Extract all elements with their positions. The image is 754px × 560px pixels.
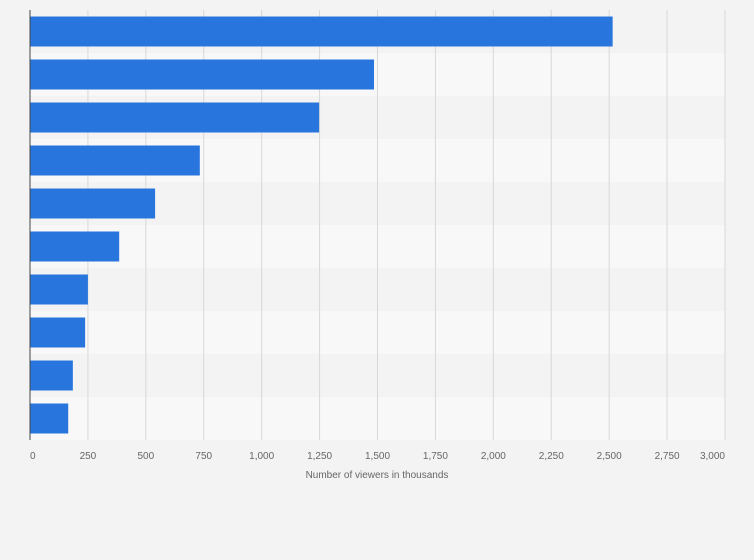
x-tick-label: 1,000 <box>249 451 274 462</box>
x-tick-label: 250 <box>80 451 97 462</box>
x-tick-label: 2,250 <box>539 451 564 462</box>
bar[interactable] <box>30 102 320 133</box>
bar[interactable] <box>30 360 73 391</box>
x-tick-label: 750 <box>195 451 212 462</box>
bar[interactable] <box>30 403 69 434</box>
x-tick-label: 3,000 <box>700 451 725 462</box>
x-tick-label: 2,000 <box>481 451 506 462</box>
x-tick-labels: 0 250 500 750 1,000 1,250 1,500 1,750 2,000 2,250… <box>30 451 725 462</box>
bar[interactable] <box>30 274 88 305</box>
x-tick-label: 2,750 <box>655 451 680 462</box>
bar[interactable] <box>30 16 613 47</box>
x-tick-label: 0 <box>30 451 36 462</box>
x-tick-label: 1,500 <box>365 451 390 462</box>
x-tick-label: 500 <box>137 451 154 462</box>
x-tick-label: 1,750 <box>423 451 448 462</box>
bar[interactable] <box>30 317 86 348</box>
x-axis-title: Number of viewers in thousands <box>306 470 449 481</box>
bar[interactable] <box>30 231 120 262</box>
x-tick-label: 2,500 <box>597 451 622 462</box>
x-tick-label: 1,250 <box>307 451 332 462</box>
bars <box>30 16 613 434</box>
bar[interactable] <box>30 59 375 90</box>
bar[interactable] <box>30 145 200 176</box>
bar[interactable] <box>30 188 156 219</box>
